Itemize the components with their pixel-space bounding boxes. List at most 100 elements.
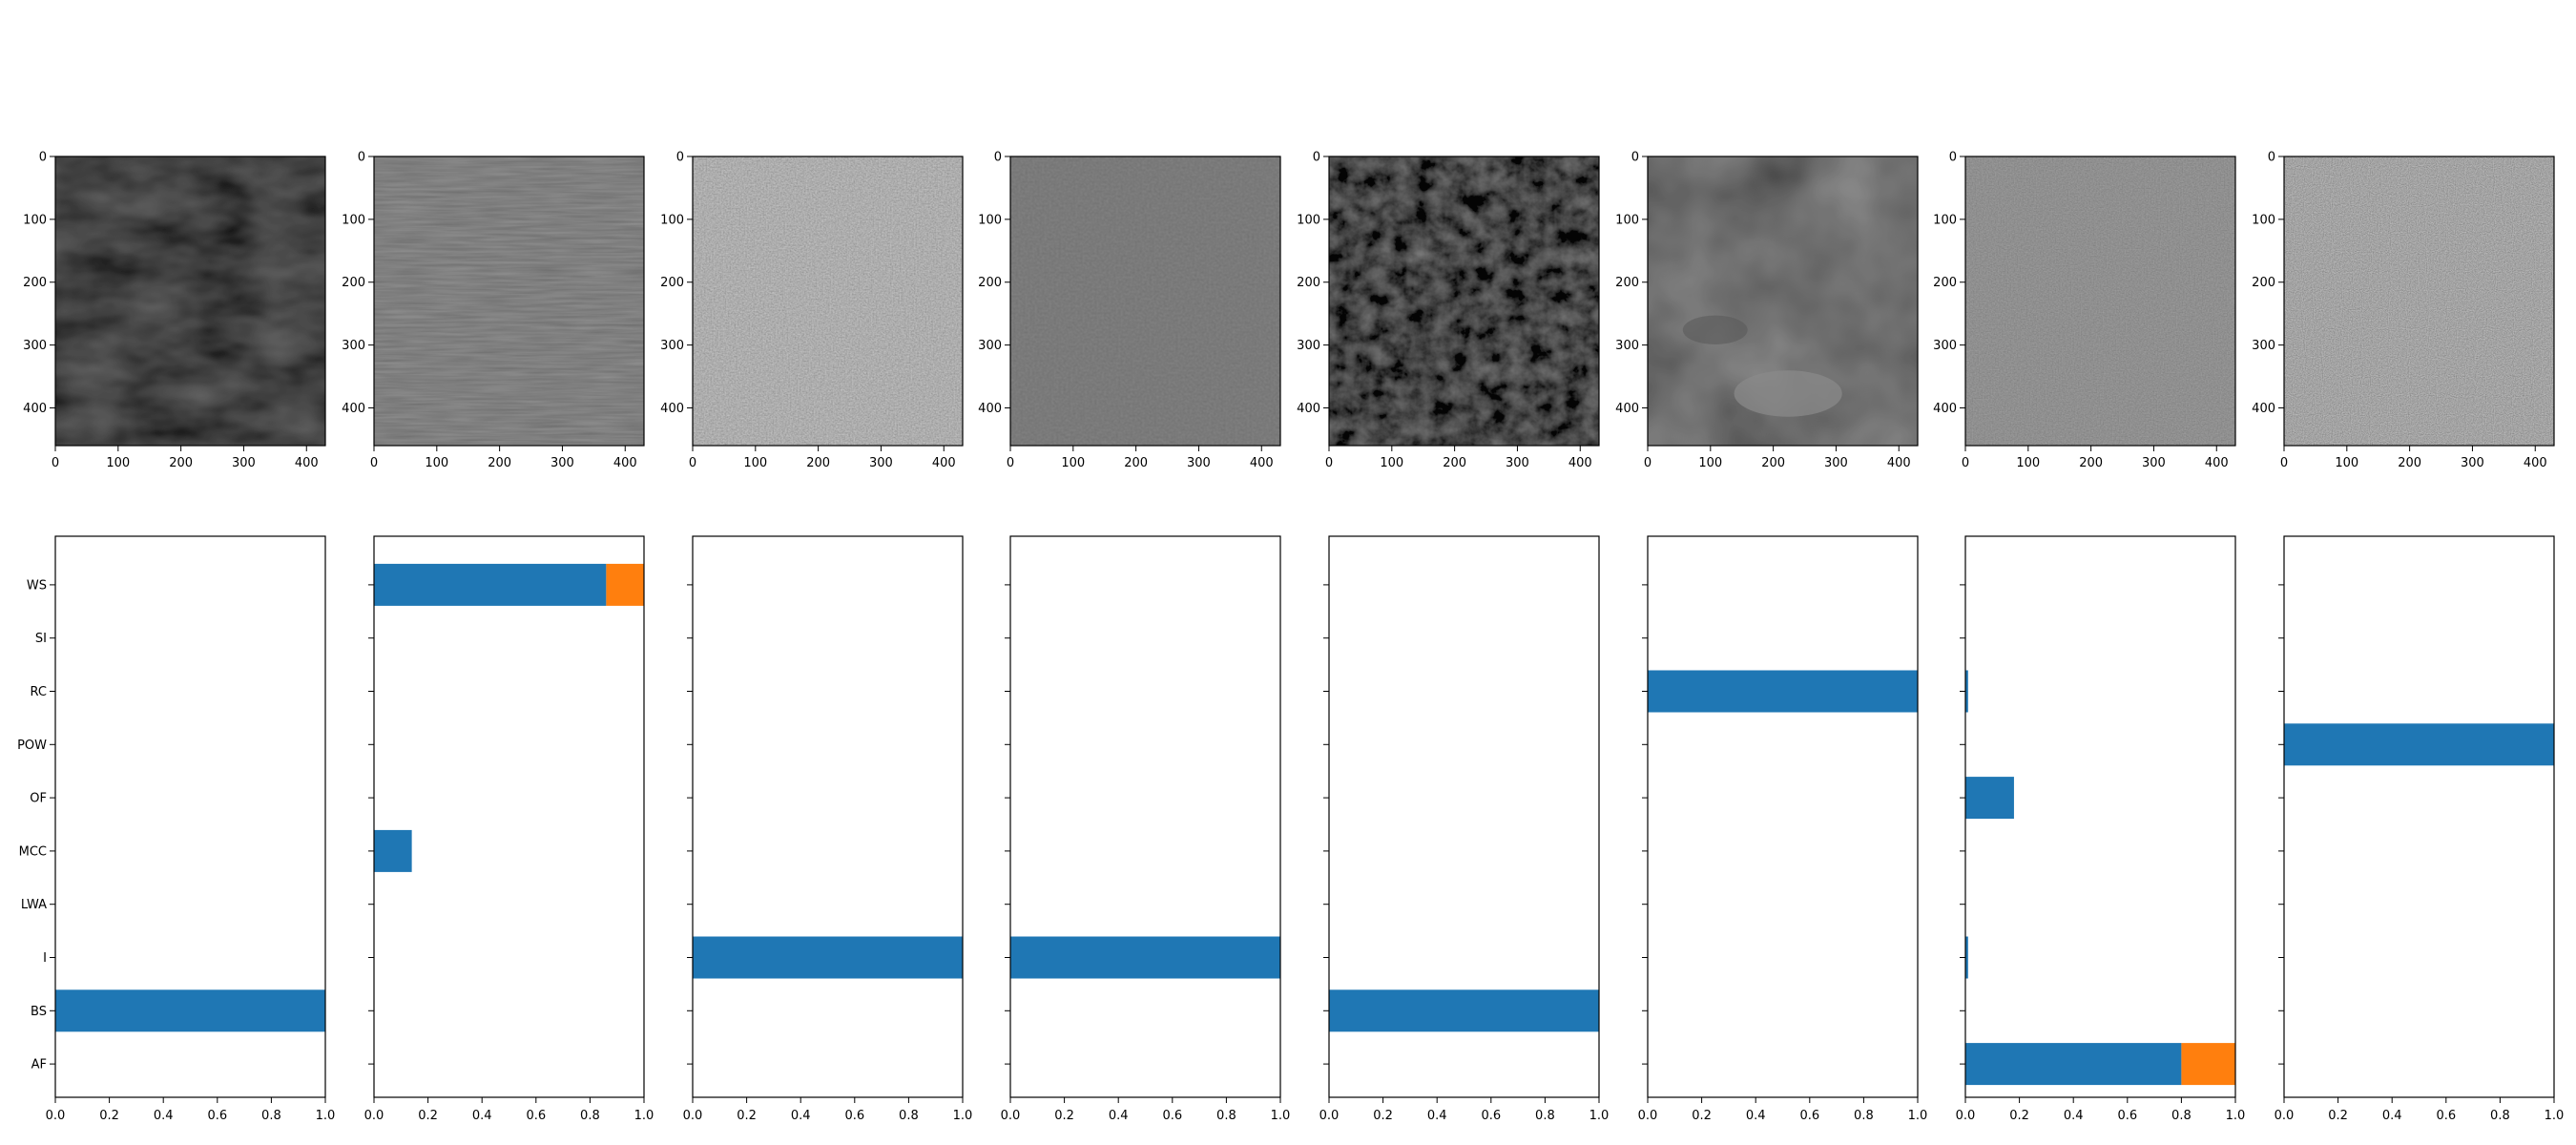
x-tick-label: 0.4 (2382, 1109, 2402, 1123)
y-tick-label: 0 (1313, 151, 1320, 165)
x-tick-label: 400 (932, 456, 956, 470)
category-label: OF (30, 792, 47, 806)
bar-chart-panels: AF BS I LWA MCC OF POW RC SI WS 0.0 0.2 0.4 0.6 0.8 1.0… (17, 535, 2565, 1123)
x-tick-label: 0.2 (418, 1109, 438, 1123)
bar-axes-frame (2283, 535, 2555, 1098)
x-tick-label: 300 (1824, 456, 1848, 470)
x-tick-label: 1.0 (1589, 1109, 1610, 1123)
image-texture (693, 156, 963, 446)
y-tick-label: 0 (1631, 151, 1639, 165)
category-label: BS (31, 1005, 47, 1019)
y-tick-label: 200 (1297, 276, 1320, 290)
bar-bs-series-1 (1329, 989, 1599, 1032)
bar-i-series-1 (693, 936, 963, 979)
x-tick-label: 0.2 (1373, 1109, 1393, 1123)
y-tick-label: 400 (342, 402, 365, 416)
image-panel-4: 0 100 200 300 400 0 100 200 300 400 (978, 151, 1281, 470)
image-panel-1: 0 100 200 300 400 0 100 200 300 400 (23, 151, 326, 470)
bar-axes-frame (1328, 535, 1600, 1098)
x-tick-label: 0.0 (1319, 1109, 1340, 1123)
category-label: POW (17, 739, 47, 753)
bar-mcc-series-1 (374, 829, 412, 872)
x-tick-label: 0.4 (1427, 1109, 1447, 1123)
x-tick-label: 1.0 (1271, 1109, 1291, 1123)
bar-panel-8: 0.0 0.2 0.4 0.6 0.8 1.0 (2275, 535, 2565, 1123)
y-tick-label: 100 (23, 213, 47, 227)
y-tick-label: 400 (2252, 402, 2275, 416)
x-tick-label: 1.0 (634, 1109, 654, 1123)
y-tick-label: 100 (1933, 213, 1957, 227)
x-tick-label: 300 (551, 456, 574, 470)
y-tick-label: 100 (1297, 213, 1320, 227)
y-tick-label: 100 (1615, 213, 1639, 227)
x-tick-label: 0.2 (2328, 1109, 2348, 1123)
y-tick-label: 100 (2252, 213, 2275, 227)
y-tick-label: 300 (660, 339, 684, 353)
x-tick-label: 0.2 (99, 1109, 119, 1123)
image-cloud (1734, 370, 1842, 417)
x-tick-label: 0.8 (261, 1109, 281, 1123)
bar-bs-series-1 (55, 989, 325, 1032)
x-tick-label: 400 (2205, 456, 2229, 470)
x-tick-label: 0 (370, 456, 378, 470)
y-tick-label: 100 (660, 213, 684, 227)
x-tick-label: 200 (2079, 456, 2103, 470)
y-tick-label: 100 (978, 213, 1002, 227)
y-tick-label: 100 (342, 213, 365, 227)
x-tick-label: 0.6 (2436, 1109, 2456, 1123)
x-tick-label: 0.0 (683, 1109, 703, 1123)
image-frame (2283, 156, 2555, 447)
bar-pow-series-1 (2284, 723, 2554, 766)
x-tick-label: 0.4 (791, 1109, 811, 1123)
image-panel-3: 0 100 200 300 400 0 100 200 300 400 (660, 151, 964, 470)
x-tick-label: 0.4 (1109, 1109, 1129, 1123)
image-frame (1009, 156, 1281, 447)
image-panel-8: 0 100 200 300 400 0 100 200 300 400 (2252, 151, 2555, 470)
x-tick-label: 0.8 (899, 1109, 919, 1123)
x-tick-label: 0.0 (1001, 1109, 1021, 1123)
y-tick-label: 300 (1933, 339, 1957, 353)
x-tick-label: 0.8 (2490, 1109, 2510, 1123)
bar-panel-5: 0.0 0.2 0.4 0.6 0.8 1.0 (1319, 535, 1610, 1123)
image-frame (692, 156, 964, 447)
x-tick-label: 100 (1061, 456, 1085, 470)
x-tick-label: 0.2 (1692, 1109, 1712, 1123)
x-tick-label: 400 (1887, 456, 1911, 470)
y-tick-label: 300 (1297, 339, 1320, 353)
image-frame (1328, 156, 1600, 447)
x-tick-label: 0.2 (2009, 1109, 2029, 1123)
bar-axes-frame (54, 535, 326, 1098)
y-tick-label: 200 (660, 276, 684, 290)
bar-panel-3: 0.0 0.2 0.4 0.6 0.8 1.0 (683, 535, 973, 1123)
x-tick-label: 0.6 (526, 1109, 546, 1123)
y-tick-label: 400 (1933, 402, 1957, 416)
y-tick-label: 200 (2252, 276, 2275, 290)
bar-axes-frame (1964, 535, 2236, 1098)
x-tick-label: 1.0 (953, 1109, 973, 1123)
bar-panel-2: 0.0 0.2 0.4 0.6 0.8 1.0 (364, 535, 654, 1123)
x-tick-label: 0.0 (2275, 1109, 2295, 1123)
x-tick-label: 0.6 (844, 1109, 864, 1123)
x-tick-label: 0.8 (1535, 1109, 1555, 1123)
x-tick-label: 400 (295, 456, 319, 470)
image-frame (1647, 156, 1919, 447)
x-tick-label: 1.0 (2545, 1109, 2565, 1123)
x-tick-label: 300 (232, 456, 256, 470)
bar-af-series-2 (2181, 1043, 2235, 1086)
bar-rc-series-1 (1965, 670, 1968, 713)
x-tick-label: 0.6 (2117, 1109, 2137, 1123)
x-tick-label: 100 (2016, 456, 2040, 470)
image-panel-2: 0 100 200 300 400 0 100 200 300 400 (342, 151, 645, 470)
bar-af-series-1 (1965, 1043, 2182, 1086)
x-tick-label: 200 (1443, 456, 1466, 470)
x-tick-label: 0.0 (1638, 1109, 1658, 1123)
x-tick-label: 400 (613, 456, 637, 470)
x-tick-label: 0.8 (1854, 1109, 1874, 1123)
x-tick-label: 0.0 (1956, 1109, 1976, 1123)
image-texture (374, 156, 644, 446)
image-frame (1964, 156, 2236, 447)
y-tick-label: 200 (978, 276, 1002, 290)
x-tick-label: 200 (1124, 456, 1148, 470)
